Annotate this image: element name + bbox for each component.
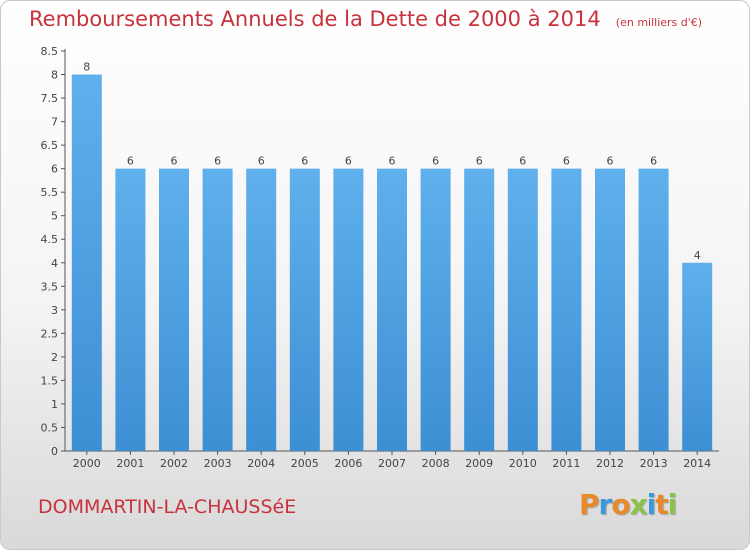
logo-letter: x [629,488,648,521]
y-tick-label: 1.5 [41,374,59,387]
bar [507,168,538,451]
data-label: 6 [650,155,657,168]
bar [682,262,713,451]
y-tick-label: 6.5 [41,139,59,152]
y-tick-label: 7 [51,116,58,129]
data-label: 8 [83,61,90,74]
x-tick-label: 2006 [334,457,362,470]
bar [289,168,320,451]
logo-letter: P [579,488,600,521]
data-label: 6 [519,155,526,168]
proxiti-logo: Proxiti [579,488,678,521]
bar [71,74,102,451]
title-row: Remboursements Annuels de la Dette de 20… [29,7,702,31]
data-label: 6 [214,155,221,168]
data-label: 6 [607,155,614,168]
x-tick-label: 2001 [116,457,144,470]
bar [464,168,495,451]
data-label: 6 [127,155,134,168]
x-tick-label: 2002 [160,457,188,470]
logo-letter: t [655,488,668,521]
bar [377,168,407,451]
chart-subtitle: (en milliers d'€) [615,16,703,29]
data-label: 4 [694,249,701,262]
bar [420,168,451,451]
logo-letter: i [667,488,678,521]
y-tick-label: 6 [51,163,58,176]
x-tick-label: 2009 [465,457,493,470]
x-tick-label: 2000 [73,457,101,470]
y-tick-label: 5 [51,210,58,223]
y-tick-label: 1 [51,398,58,411]
x-tick-label: 2004 [247,457,275,470]
bar [115,168,146,451]
x-tick-label: 2012 [596,457,624,470]
bar [202,168,233,451]
y-tick-label: 2.5 [41,327,59,340]
x-tick-label: 2013 [640,457,668,470]
x-tick-label: 2008 [422,457,450,470]
y-tick-label: 3.5 [41,280,59,293]
bar [551,168,582,451]
bar [246,168,277,451]
x-tick-label: 2014 [683,457,711,470]
x-tick-label: 2011 [552,457,580,470]
y-tick-label: 4.5 [41,233,59,246]
bar [638,168,669,451]
y-tick-label: 8.5 [41,45,59,58]
data-label: 6 [476,155,483,168]
bar [159,168,189,451]
bar [333,168,364,451]
chart-title: Remboursements Annuels de la Dette de 20… [29,7,601,31]
logo-letter: r [598,488,613,521]
data-label: 6 [171,155,178,168]
data-label: 6 [301,155,308,168]
x-tick-label: 2007 [378,457,406,470]
data-label: 6 [563,155,570,168]
y-tick-label: 4 [51,257,58,270]
data-label: 6 [389,155,396,168]
y-tick-label: 0.5 [41,421,59,434]
commune-name: DOMMARTIN-LA-CHAUSSéE [38,496,297,518]
data-label: 6 [345,155,352,168]
x-tick-label: 2010 [509,457,537,470]
y-tick-label: 8 [51,69,58,82]
y-tick-label: 5.5 [41,186,59,199]
x-tick-label: 2003 [204,457,232,470]
y-tick-label: 3 [51,304,58,317]
y-tick-label: 0 [51,445,58,458]
logo-letter: i [646,488,657,521]
logo-letter: o [611,488,630,521]
bar [595,168,625,451]
data-label: 6 [258,155,265,168]
data-label: 6 [432,155,439,168]
x-tick-label: 2005 [291,457,319,470]
y-tick-label: 7.5 [41,92,59,105]
y-tick-label: 2 [51,351,58,364]
